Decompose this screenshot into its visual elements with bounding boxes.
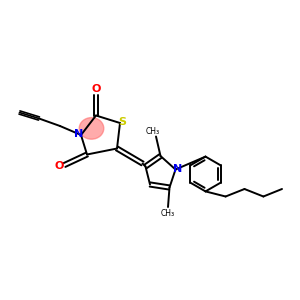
Text: CH₃: CH₃: [161, 208, 175, 217]
Text: N: N: [173, 164, 182, 174]
Text: N: N: [74, 129, 83, 140]
Text: S: S: [118, 117, 126, 127]
Text: O: O: [54, 161, 64, 171]
Text: O: O: [91, 84, 101, 94]
Text: CH₃: CH₃: [145, 127, 160, 136]
Ellipse shape: [79, 118, 104, 139]
